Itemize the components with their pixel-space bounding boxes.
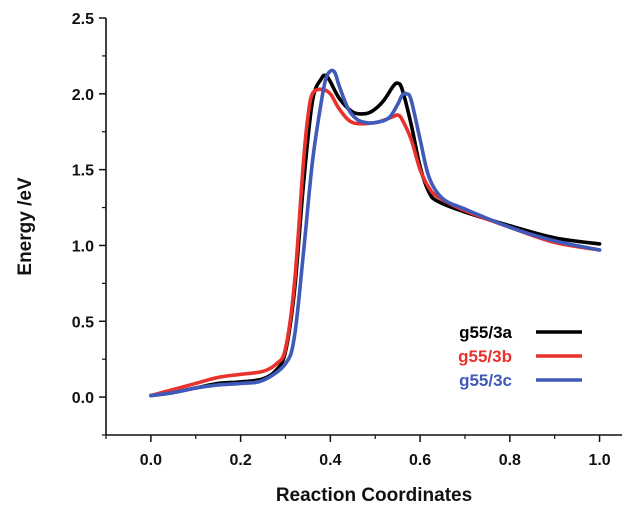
x-tick-label: 0.4 (319, 452, 341, 469)
y-tick-label: 0.0 (72, 390, 94, 407)
x-tick-label: 1.0 (588, 452, 610, 469)
x-tick-label: 0.0 (140, 452, 162, 469)
legend-label: g55/3a (459, 323, 512, 342)
y-axis-title: Energy /eV (15, 177, 36, 276)
x-tick-label: 0.2 (229, 452, 251, 469)
y-tick-label: 0.5 (72, 314, 94, 331)
legend-label: g55/3b (458, 347, 512, 366)
axes (105, 18, 622, 436)
axis-ticks: 0.0 0.5 1.0 1.5 2.0 2.5 0.0 0.2 0.4 0.6 0.8 1.0 (72, 11, 611, 469)
x-axis-title: Reaction Coordinates (276, 485, 472, 506)
x-tick-label: 0.6 (409, 452, 431, 469)
legend: g55/3a g55/3b g55/3c (458, 323, 582, 390)
y-tick-label: 1.5 (72, 163, 94, 180)
legend-label: g55/3c (459, 371, 512, 390)
series-line-g55-3c (149, 68, 602, 398)
y-tick-label: 2.0 (72, 87, 94, 104)
y-tick-label: 1.0 (72, 238, 94, 255)
series-line-g55-3b (149, 87, 602, 398)
x-tick-label: 0.8 (499, 452, 521, 469)
y-tick-label: 2.5 (72, 11, 94, 28)
series-lines (149, 68, 602, 398)
